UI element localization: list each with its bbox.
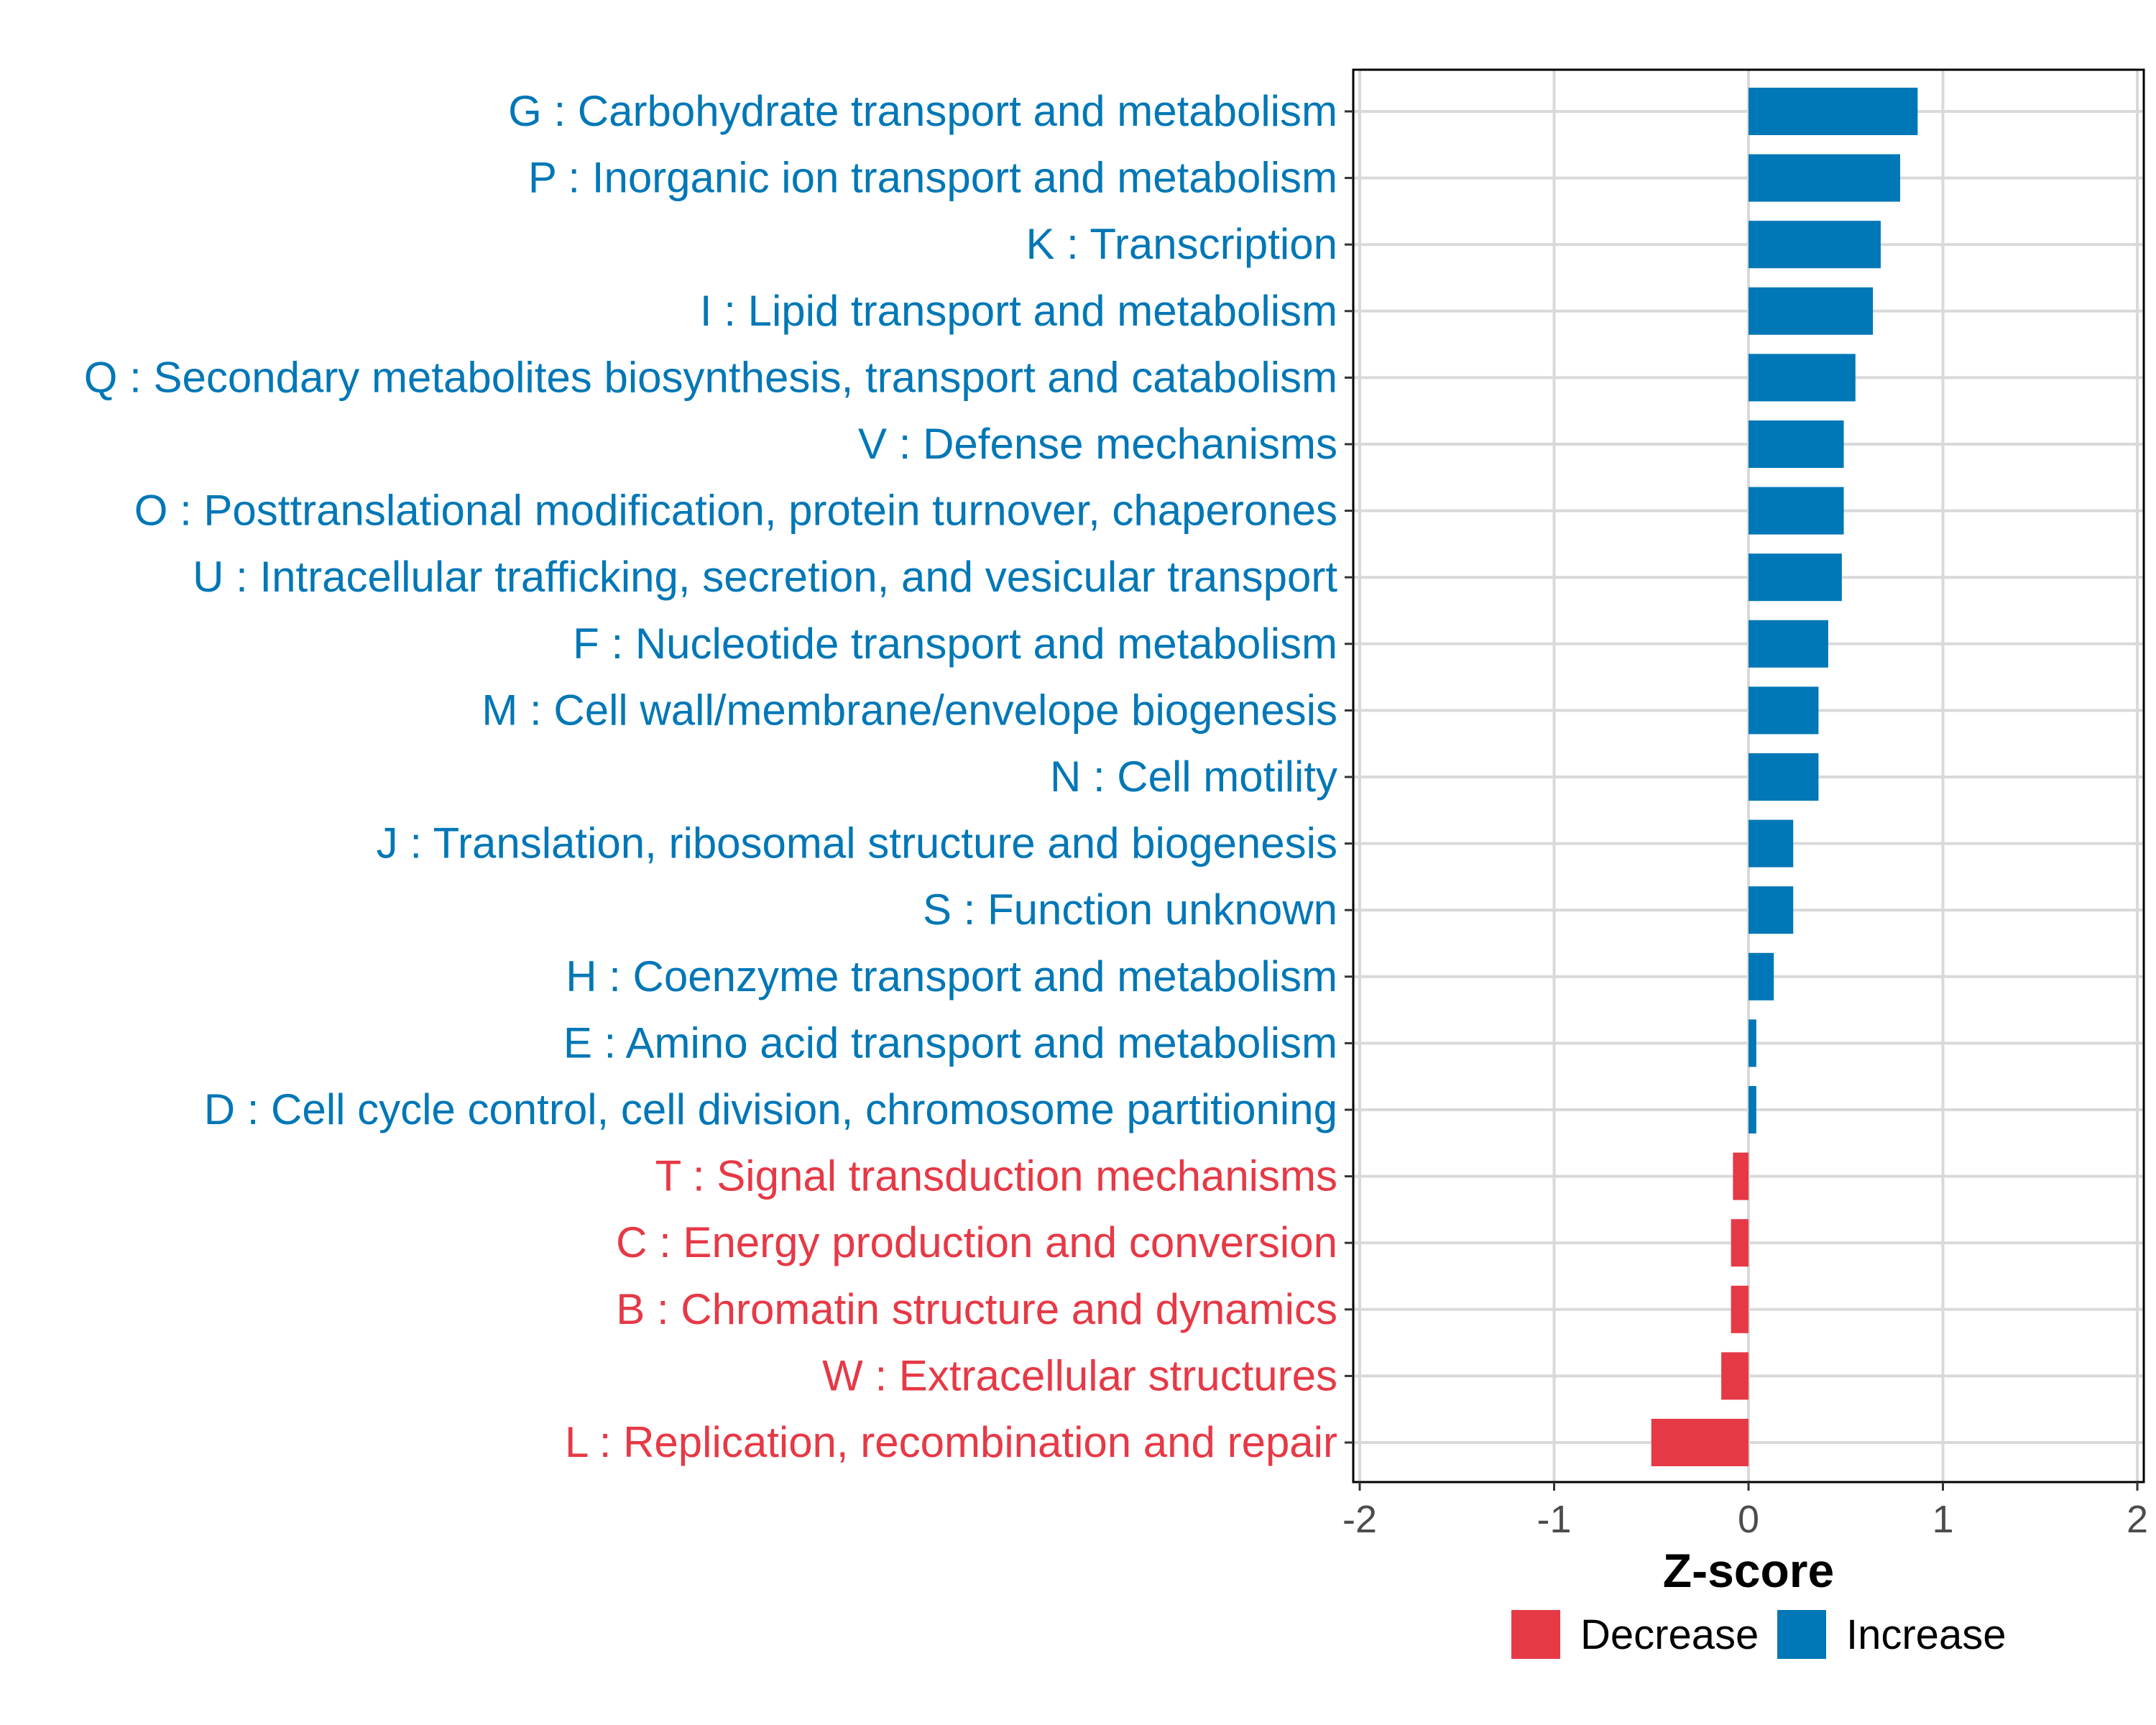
bar (1733, 1152, 1749, 1200)
category-label: U : Intracellular trafficking, secretion… (193, 553, 1337, 601)
bar (1731, 1285, 1749, 1333)
x-tick-label: 1 (1932, 1498, 1953, 1541)
legend-key (1511, 1610, 1560, 1659)
bar (1749, 221, 1881, 269)
x-tick-label: 0 (1738, 1498, 1759, 1541)
bars (1651, 88, 1918, 1466)
bar (1749, 686, 1819, 735)
bar (1749, 88, 1918, 135)
x-tick-label: -1 (1537, 1498, 1571, 1541)
category-label: G : Carbohydrate transport and metabolis… (508, 87, 1337, 135)
bar (1749, 886, 1794, 934)
category-label: M : Cell wall/membrane/envelope biogenes… (482, 686, 1337, 734)
category-label: K : Transcription (1026, 220, 1337, 268)
category-label: H : Coenzyme transport and metabolism (566, 952, 1337, 1000)
x-axis-title: Z-score (1663, 1544, 1834, 1597)
bar (1749, 952, 1774, 1000)
bar (1749, 487, 1844, 535)
category-label: C : Energy production and conversion (616, 1218, 1337, 1266)
bar (1731, 1219, 1749, 1267)
y-axis: G : Carbohydrate transport and metabolis… (84, 87, 1353, 1466)
category-label: P : Inorganic ion transport and metaboli… (528, 154, 1337, 202)
category-label: T : Signal transduction mechanisms (655, 1152, 1337, 1200)
bar (1749, 753, 1819, 801)
legend-key (1777, 1610, 1826, 1659)
bar (1749, 819, 1794, 868)
bar (1651, 1419, 1749, 1466)
bar (1749, 154, 1900, 202)
category-label: S : Function unknown (923, 886, 1337, 934)
category-label: L : Replication, recombination and repai… (565, 1418, 1337, 1466)
category-label: V : Defense mechanisms (858, 420, 1337, 468)
bar (1721, 1352, 1749, 1400)
legend: Decrease Increase (1511, 1610, 2006, 1659)
bar (1749, 553, 1842, 602)
bar (1749, 287, 1874, 335)
bar (1749, 354, 1856, 402)
category-label: B : Chromatin structure and dynamics (616, 1285, 1337, 1333)
bar (1749, 1019, 1756, 1067)
bar (1749, 1086, 1756, 1133)
bar (1749, 620, 1828, 668)
x-tick-label: -2 (1342, 1498, 1377, 1541)
x-tick-label: 2 (2127, 1498, 2148, 1541)
category-label: O : Posttranslational modification, prot… (134, 487, 1337, 535)
legend-label: Decrease (1580, 1611, 1759, 1658)
category-label: E : Amino acid transport and metabolism (563, 1018, 1337, 1067)
category-label: J : Translation, ribosomal structure and… (377, 819, 1337, 868)
x-axis: -2 -1 0 1 2 (1342, 1482, 2148, 1541)
legend-label: Increase (1846, 1611, 2006, 1658)
category-label: I : Lipid transport and metabolism (700, 287, 1337, 335)
bar (1749, 420, 1844, 468)
category-label: W : Extracellular structures (822, 1351, 1337, 1399)
category-label: N : Cell motility (1050, 753, 1337, 801)
category-label: D : Cell cycle control, cell division, c… (204, 1085, 1337, 1133)
category-label: F : Nucleotide transport and metabolism (573, 620, 1337, 668)
category-label: Q : Secondary metabolites biosynthesis, … (84, 353, 1337, 401)
